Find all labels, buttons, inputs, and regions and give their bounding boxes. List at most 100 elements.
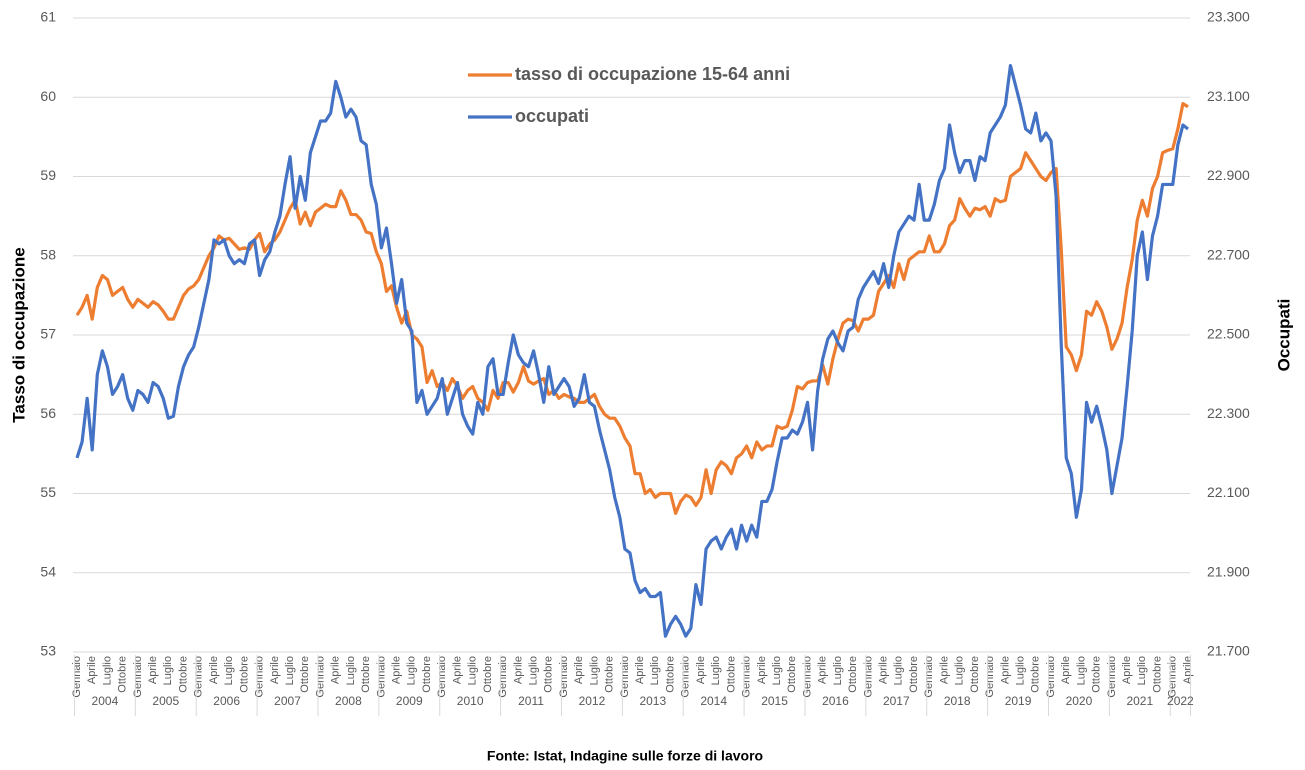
x-tick-label: Gennaio (314, 656, 326, 698)
series-line (75, 101, 1189, 515)
x-tick-label: Aprile (695, 656, 707, 684)
x-tick-label: Aprile (391, 656, 403, 684)
x-tick-label: Ottobre (117, 656, 129, 693)
x-tick-label: Aprile (938, 656, 950, 684)
y2-tick-label: 22.300 (1207, 405, 1250, 421)
x-tick-label: Aprile (999, 656, 1011, 684)
legend-label: tasso di occupazione 15-64 anni (515, 64, 790, 84)
x-tick-label: Luglio (345, 656, 357, 685)
x-tick-label: Ottobre (725, 656, 737, 693)
y2-tick-label: 21.700 (1207, 643, 1250, 659)
x-tick-label: Ottobre (543, 656, 555, 693)
x-tick-label: Ottobre (1091, 656, 1103, 693)
x-tick-label: Aprile (269, 656, 281, 684)
x-tick-label: Ottobre (299, 656, 311, 693)
year-label: 2019 (1005, 694, 1032, 708)
x-tick-label: Luglio (771, 656, 783, 685)
x-tick-label: Ottobre (238, 656, 250, 693)
x-tick-label: Luglio (649, 656, 661, 685)
x-tick-label: Aprile (878, 656, 890, 684)
x-tick-label: Luglio (101, 656, 113, 685)
x-tick-label: Luglio (223, 656, 235, 685)
year-label: 2021 (1126, 694, 1153, 708)
x-tick-label: Gennaio (984, 656, 996, 698)
x-tick-label: Gennaio (193, 656, 205, 698)
x-tick-label: Gennaio (558, 656, 570, 698)
legend-label: occupati (515, 106, 589, 126)
year-label: 2012 (579, 694, 606, 708)
x-tick-label: Gennaio (71, 656, 83, 698)
x-tick-label: Luglio (284, 656, 296, 685)
year-label: 2013 (639, 694, 666, 708)
x-tick-label: Gennaio (1106, 656, 1118, 698)
x-tick-label: Luglio (893, 656, 905, 685)
x-tick-label: Ottobre (1151, 656, 1163, 693)
year-label: 2016 (822, 694, 849, 708)
x-tick-label: Ottobre (969, 656, 981, 693)
x-tick-label: Gennaio (741, 656, 753, 698)
year-label: 2018 (944, 694, 971, 708)
source-note: Fonte: Istat, Indagine sulle forze di la… (487, 748, 763, 764)
x-tick-label: Aprile (451, 656, 463, 684)
x-tick-label: Aprile (147, 656, 159, 684)
x-tick-label: Aprile (86, 656, 98, 684)
year-label: 2020 (1066, 694, 1093, 708)
x-tick-label: Aprile (573, 656, 585, 684)
x-tick-label: Aprile (512, 656, 524, 684)
y2-tick-label: 22.100 (1207, 484, 1250, 500)
year-label: 2009 (396, 694, 423, 708)
x-tick-label: Gennaio (375, 656, 387, 698)
y-tick-label: 58 (40, 246, 56, 262)
x-tick-label: Luglio (527, 656, 539, 685)
y2-tick-label: 22.500 (1207, 326, 1250, 342)
x-tick-label: Aprile (1060, 656, 1072, 684)
year-label: 2017 (883, 694, 910, 708)
x-tick-label: Ottobre (786, 656, 798, 693)
x-tick-label: Luglio (710, 656, 722, 685)
x-tick-label: Ottobre (847, 656, 859, 693)
x-tick-label: Aprile (330, 656, 342, 684)
y-tick-label: 60 (40, 88, 56, 104)
year-label: 2008 (335, 694, 362, 708)
x-tick-label: Luglio (1075, 656, 1087, 685)
y2-tick-label: 23.300 (1207, 9, 1250, 25)
series-line (75, 63, 1189, 638)
x-tick-label: Ottobre (360, 656, 372, 693)
x-tick-label: Gennaio (801, 656, 813, 698)
year-label: 2006 (213, 694, 240, 708)
year-label: 2022 (1167, 694, 1194, 708)
x-tick-label: Luglio (162, 656, 174, 685)
x-tick-label: Gennaio (923, 656, 935, 698)
x-tick-label: Aprile (756, 656, 768, 684)
x-tick-label: Gennaio (1167, 656, 1179, 698)
x-tick-label: Ottobre (604, 656, 616, 693)
x-tick-label: Gennaio (132, 656, 144, 698)
x-tick-label: Luglio (832, 656, 844, 685)
x-tick-label: Luglio (467, 656, 479, 685)
y-tick-label: 55 (40, 484, 56, 500)
y2-tick-label: 23.100 (1207, 88, 1250, 104)
year-label: 2011 (518, 694, 544, 708)
y2-tick-label: 21.900 (1207, 563, 1250, 579)
x-tick-label: Gennaio (497, 656, 509, 698)
y-tick-label: 61 (40, 9, 56, 25)
y-tick-label: 53 (40, 643, 56, 659)
y2-tick-label: 22.900 (1207, 167, 1250, 183)
year-label: 2014 (700, 694, 727, 708)
x-tick-label: Aprile (817, 656, 829, 684)
x-tick-label: Gennaio (680, 656, 692, 698)
x-tick-label: Gennaio (254, 656, 266, 698)
x-tick-label: Luglio (406, 656, 418, 685)
year-label: 2005 (152, 694, 179, 708)
x-tick-label: Ottobre (1030, 656, 1042, 693)
y-tick-label: 59 (40, 167, 56, 183)
x-tick-label: Aprile (208, 656, 220, 684)
y2-tick-label: 22.700 (1207, 246, 1250, 262)
x-tick-label: Luglio (1014, 656, 1026, 685)
x-tick-label: Ottobre (482, 656, 494, 693)
y-tick-label: 54 (40, 563, 56, 579)
x-tick-label: Luglio (1136, 656, 1148, 685)
y-axis-title: Tasso di occupazione (9, 247, 28, 422)
y-tick-label: 57 (40, 326, 56, 342)
